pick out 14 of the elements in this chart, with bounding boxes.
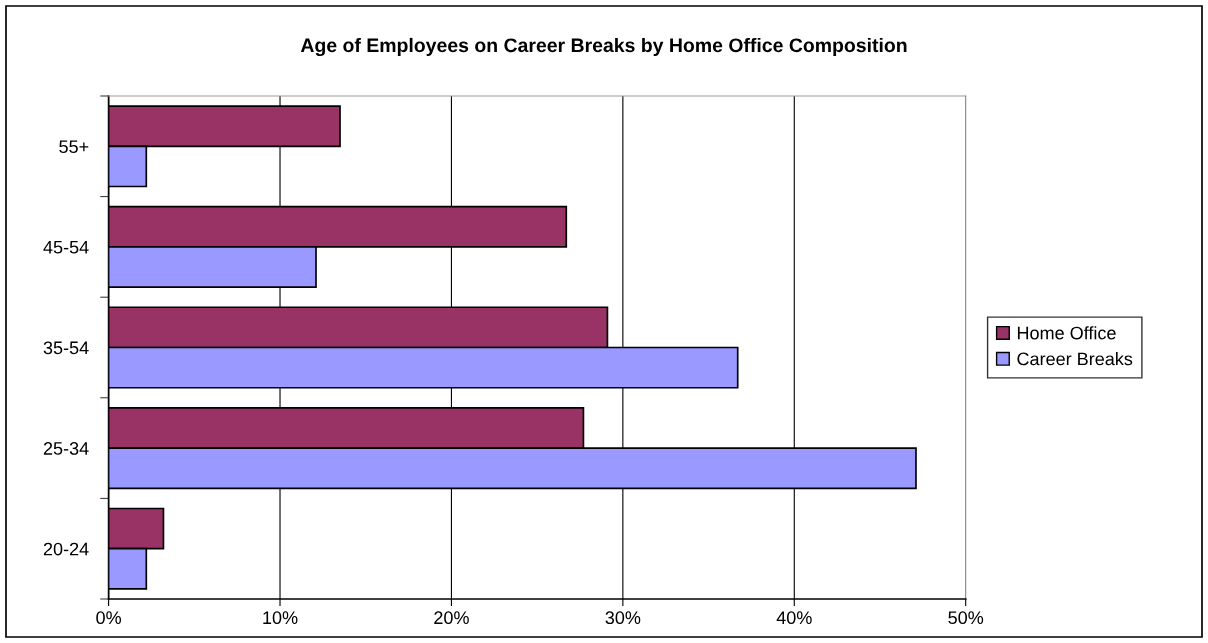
chart-title: Age of Employees on Career Breaks by Home Office Composition	[300, 37, 907, 57]
y-tick-label: 35-54	[43, 341, 89, 355]
y-tick-label: 55+	[59, 140, 89, 154]
y-tick-label: 25-34	[43, 442, 89, 455]
legend-label: Career Breaks	[1017, 352, 1133, 366]
x-tick-label: 50%	[948, 611, 984, 625]
legend-label: Home Office	[1017, 326, 1116, 340]
y-tick-label: 45-54	[43, 241, 89, 254]
x-tick-label: 40%	[776, 611, 812, 625]
x-tick-label: 0%	[96, 611, 122, 625]
x-tick-label: 30%	[605, 611, 641, 625]
y-tick-label: 20-24	[43, 542, 89, 556]
x-tick-label: 10%	[263, 611, 298, 625]
x-tick-label: 20%	[434, 611, 469, 625]
